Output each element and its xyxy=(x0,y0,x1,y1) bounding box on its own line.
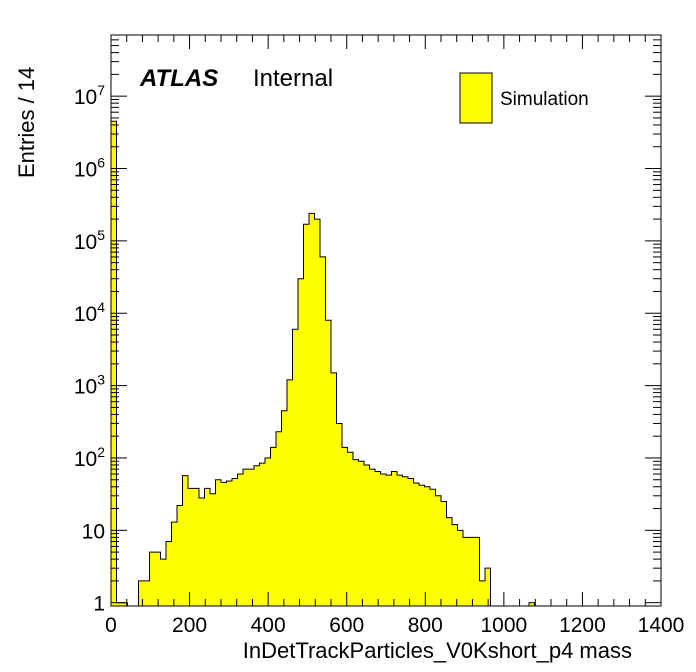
histogram-bar xyxy=(325,320,331,606)
histogram-bar xyxy=(347,452,353,606)
histogram-bar xyxy=(138,580,144,606)
histogram-bar xyxy=(430,489,436,606)
internal-label: Internal xyxy=(253,65,333,92)
histogram-bar xyxy=(413,483,419,606)
histogram-bar xyxy=(287,379,293,606)
histogram-bar xyxy=(320,256,326,606)
histogram-bar xyxy=(380,474,386,606)
atlas-label: ATLAS xyxy=(139,65,218,92)
histogram-bar xyxy=(452,524,458,606)
histogram-bar xyxy=(221,482,227,606)
histogram-bar xyxy=(116,602,122,606)
histogram-bar xyxy=(215,479,221,606)
y-tick-label: 107 xyxy=(74,82,105,109)
legend-swatch xyxy=(459,72,493,124)
histogram-bar xyxy=(314,219,320,606)
y-axis-ticks xyxy=(111,34,661,604)
histogram-bar xyxy=(248,469,254,606)
histogram-bar xyxy=(303,224,309,606)
histogram-bar xyxy=(309,213,315,606)
histogram-bar xyxy=(204,488,210,606)
histogram-bar xyxy=(397,475,403,606)
x-tick-label: 1000 xyxy=(480,614,527,637)
histogram-bar xyxy=(336,423,342,606)
x-axis-tick-labels: 0 200 400 600 800 1000 1200 1400 xyxy=(105,614,684,637)
histogram-bar xyxy=(342,447,348,606)
y-tick-label: 106 xyxy=(74,155,105,182)
histogram-bar xyxy=(171,522,177,606)
x-axis-ticks xyxy=(110,35,662,606)
x-tick-label: 1200 xyxy=(559,614,606,637)
x-tick-label: 0 xyxy=(105,614,117,637)
histogram-bar xyxy=(474,537,480,606)
histogram-bar xyxy=(193,488,199,606)
histogram-bar xyxy=(254,465,260,606)
histogram-bar xyxy=(155,552,161,606)
histogram-bar xyxy=(166,541,172,606)
histogram-bar xyxy=(364,464,370,606)
histogram-bar xyxy=(529,602,535,606)
histogram-bar xyxy=(199,497,205,606)
histogram-bar xyxy=(408,478,414,606)
y-tick-label: 105 xyxy=(74,227,105,254)
histogram-bar xyxy=(226,481,232,606)
histogram-bar xyxy=(479,580,485,606)
histogram-bar xyxy=(177,505,183,606)
histogram-bar xyxy=(259,463,265,606)
y-tick-label: 1 xyxy=(93,593,105,616)
histogram-bar xyxy=(331,372,337,606)
x-tick-label: 1400 xyxy=(638,614,685,637)
histogram-bar xyxy=(270,447,276,606)
histogram-bar xyxy=(435,495,441,606)
histogram-bar xyxy=(149,552,155,606)
x-axis-title: InDetTrackParticles_V0Kshort_p4 mass xyxy=(243,638,632,663)
y-tick-label: 10 xyxy=(82,520,105,543)
y-tick-label: 103 xyxy=(74,372,105,399)
x-tick-label: 800 xyxy=(408,614,443,637)
histogram-bars xyxy=(111,121,535,607)
histogram-bar xyxy=(144,580,150,606)
histogram-bar xyxy=(122,602,128,606)
histogram-bar xyxy=(232,478,238,606)
histogram-bar xyxy=(237,474,243,606)
histogram-bar xyxy=(292,329,298,606)
histogram-bar xyxy=(441,501,447,606)
y-axis-title: Entries / 14 xyxy=(14,67,39,178)
histogram-bar xyxy=(210,493,216,606)
histogram-bar xyxy=(457,530,463,606)
x-tick-label: 400 xyxy=(251,614,286,637)
histogram-bar xyxy=(298,278,304,606)
histogram-bar xyxy=(419,485,425,606)
histogram-bar xyxy=(353,459,359,606)
histogram-bar xyxy=(182,475,188,606)
histogram-bar xyxy=(369,469,375,606)
histogram-bar xyxy=(402,476,408,606)
histogram-bar xyxy=(485,568,491,606)
histogram-bar xyxy=(281,410,287,606)
histogram-bar xyxy=(160,559,166,606)
histogram-bar xyxy=(463,537,469,606)
histogram-bar xyxy=(188,488,194,606)
y-tick-label: 104 xyxy=(74,299,105,326)
histogram-bar xyxy=(375,471,381,606)
histogram-bar xyxy=(446,517,452,606)
x-tick-label: 600 xyxy=(329,614,364,637)
histogram-bar xyxy=(386,475,392,606)
x-tick-label: 200 xyxy=(172,614,207,637)
histogram-bar xyxy=(276,431,282,606)
histogram-bar xyxy=(358,461,364,606)
histogram-bar xyxy=(243,469,249,606)
legend-entry-simulation: Simulation xyxy=(500,89,589,110)
histogram-bar xyxy=(424,486,430,606)
histogram-bar xyxy=(391,471,397,606)
y-tick-label: 102 xyxy=(74,444,105,471)
y-axis-tick-labels: 1 10 102 103 104 105 106 107 xyxy=(74,82,105,616)
histogram-bar xyxy=(468,537,474,606)
histogram-bar xyxy=(265,457,271,606)
legend: Simulation xyxy=(459,72,589,124)
